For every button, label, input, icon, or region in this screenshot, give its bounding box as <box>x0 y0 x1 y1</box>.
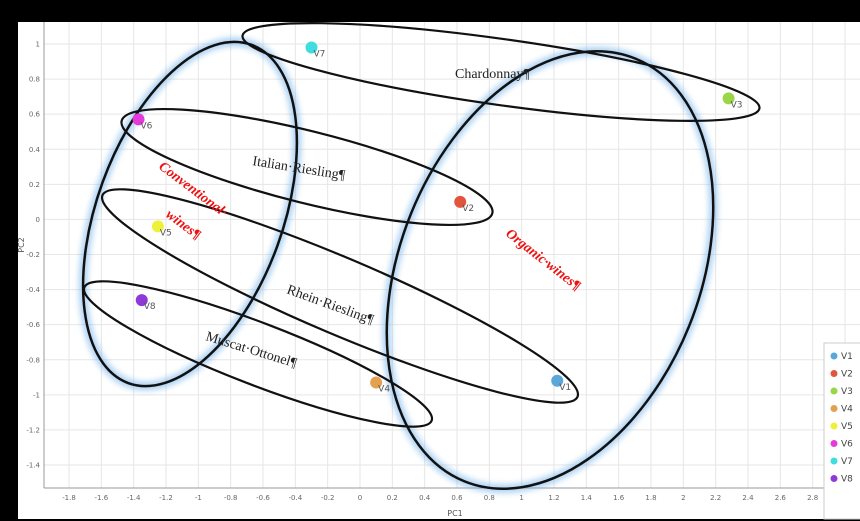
point-label-v4: V4 <box>378 385 390 395</box>
y-tick-label: -0.8 <box>26 356 40 364</box>
point-label-v1: V1 <box>559 383 571 393</box>
x-tick-label: -0.4 <box>288 494 302 502</box>
y-axis-label: PC2 <box>17 237 26 253</box>
legend-marker-v8 <box>830 475 838 482</box>
legend: V1 V2 V3 V4 V5 V6 V7 V8 <box>823 342 860 520</box>
x-tick-label: 2.6 <box>775 494 787 502</box>
point-v8 <box>135 294 148 307</box>
legend-box <box>823 342 860 520</box>
legend-marker-v1 <box>830 352 838 360</box>
y-tick-label: 0 <box>36 216 40 224</box>
legend-marker-v4 <box>830 405 838 412</box>
variety-ellipses <box>82 22 761 428</box>
legend-label-v2: V2 <box>841 370 853 380</box>
y-tick-label: -1 <box>33 391 40 399</box>
y-tick-label: 0.8 <box>29 76 40 84</box>
chardonnay-ellipse <box>241 22 761 122</box>
x-tick-label: -0.2 <box>321 494 335 502</box>
y-tick-label: -1.4 <box>26 462 40 470</box>
x-tick-label: 1.2 <box>548 494 559 502</box>
annotation-chardonnay: Chardonnay¶ <box>455 67 530 82</box>
y-tick-label: 1 <box>36 41 40 49</box>
point-v4 <box>370 376 383 389</box>
y-tick-label: 0.2 <box>29 181 40 189</box>
y-tick-label: 0.4 <box>29 146 41 154</box>
x-axis-label: PC1 <box>447 509 463 518</box>
chart-panel <box>18 22 860 519</box>
x-tick-label: 1.8 <box>645 494 656 502</box>
legend-label-v8: V8 <box>841 475 853 485</box>
x-tick-label: -0.8 <box>224 494 238 502</box>
point-label-v2: V2 <box>462 204 474 214</box>
point-label-v7: V7 <box>314 50 326 60</box>
legend-label-v6: V6 <box>841 440 853 450</box>
x-tick-label: 1.6 <box>613 494 625 502</box>
y-tick-label: -0.4 <box>26 286 40 294</box>
point-v2 <box>454 195 467 208</box>
point-v3 <box>722 92 735 105</box>
point-label-v6: V6 <box>141 121 153 131</box>
x-tick-label: -0.6 <box>256 494 270 502</box>
legend-marker-v6 <box>830 440 838 447</box>
legend-label-v7: V7 <box>841 457 853 467</box>
italian-riesling-ellipse <box>120 107 494 227</box>
point-v6 <box>132 113 145 126</box>
legend-label-v3: V3 <box>841 387 853 397</box>
x-tick-label: 0.6 <box>451 494 463 502</box>
point-v1 <box>551 374 564 387</box>
x-tick-label: 1.4 <box>581 494 593 502</box>
legend-marker-v5 <box>830 422 838 430</box>
x-tick-label: 0.8 <box>484 494 495 502</box>
rhein-riesling-ellipse <box>100 188 580 404</box>
y-ticks: 1 0.8 0.6 0.4 0.2 0 -0.2 -0.4 -0.6 -0.8 -1 -1.2 -1.4 <box>26 41 40 470</box>
organic-wines-ellipse <box>385 50 715 490</box>
x-tick-label: 0.4 <box>419 494 431 502</box>
x-tick-label: 2.4 <box>742 494 754 502</box>
muscat-ottonel-ellipse <box>82 280 434 428</box>
legend-marker-v3 <box>830 387 838 395</box>
legend-marker-v7 <box>830 457 838 465</box>
x-tick-label: -1.2 <box>159 494 173 502</box>
x-tick-label: -1 <box>195 494 202 502</box>
y-tick-label: 0.6 <box>29 111 41 119</box>
x-tick-label: 0.2 <box>387 494 398 502</box>
x-tick-label: -1.8 <box>62 494 76 502</box>
group-ellipses <box>81 40 715 490</box>
x-ticks: -1.8 -1.6 -1.4 -1.2 -1 -0.8 -0.6 -0.4 -0.2 0 0.2 0.… <box>62 494 847 502</box>
conventional-wines-ellipse <box>81 40 299 388</box>
legend-label-v4: V4 <box>841 405 853 415</box>
x-tick-label: -1.4 <box>127 494 141 502</box>
point-v7 <box>305 41 318 54</box>
legend-label-v5: V5 <box>841 422 853 432</box>
legend-marker-v2 <box>830 370 838 377</box>
point-label-v8: V8 <box>144 302 156 312</box>
x-tick-label: -1.6 <box>94 494 108 502</box>
x-tick-label: 2.8 <box>807 494 818 502</box>
point-label-v3: V3 <box>731 100 743 110</box>
grid <box>43 22 860 489</box>
x-tick-label: 1 <box>519 494 523 502</box>
y-tick-label: -0.2 <box>26 251 40 259</box>
x-tick-label: 0 <box>358 494 362 502</box>
y-tick-label: -1.2 <box>26 426 40 434</box>
point-label-v5: V5 <box>160 228 172 238</box>
x-tick-label: 2 <box>681 494 685 502</box>
legend-label-v1: V1 <box>841 352 853 362</box>
point-v5 <box>151 220 164 233</box>
x-tick-label: 2.2 <box>710 494 721 502</box>
data-points: V1 V2 V3 V4 V5 V6 V7 V8 <box>132 41 743 395</box>
y-tick-label: -0.6 <box>26 321 40 329</box>
